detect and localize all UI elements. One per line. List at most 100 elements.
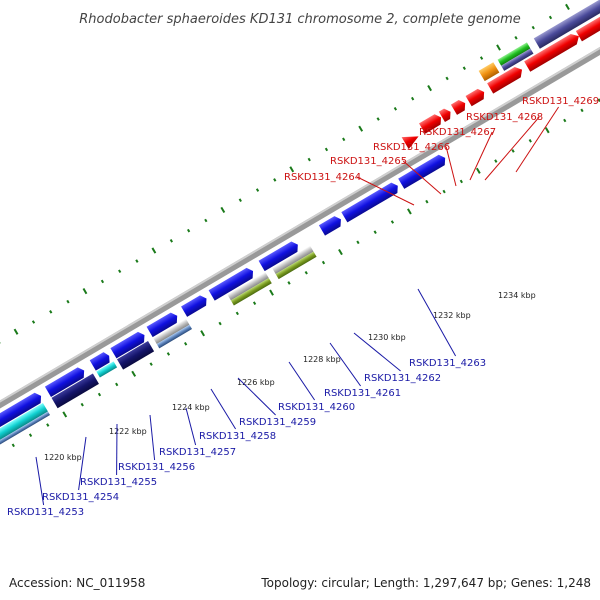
tick-mark <box>597 98 600 102</box>
tick-mark <box>494 159 498 163</box>
tick-mark <box>28 433 33 437</box>
gene-label: RSKD131_4265 <box>330 156 407 167</box>
outer-tick-row <box>0 3 570 345</box>
leader-line <box>417 288 457 357</box>
tick-mark <box>376 117 380 121</box>
leader-line <box>185 407 197 446</box>
tick-mark <box>66 299 70 304</box>
tick-mark <box>304 270 308 275</box>
leader-line <box>329 342 362 387</box>
tick-mark <box>13 328 19 335</box>
tick-mark <box>511 149 515 153</box>
gene-feature <box>438 108 451 123</box>
tick-mark <box>235 311 239 316</box>
gene-label: RSKD131_4258 <box>199 431 276 442</box>
inner-tick-row <box>11 98 600 448</box>
tick-mark <box>338 248 343 256</box>
tick-mark <box>544 127 550 134</box>
tick-mark <box>166 352 171 356</box>
gene-label: RSKD131_4257 <box>159 447 236 458</box>
gene-feature <box>96 361 118 378</box>
scale-label: 1224 kbp <box>172 403 210 412</box>
tick-mark <box>442 189 446 194</box>
gene-feature <box>275 251 317 280</box>
gene-feature <box>208 267 254 301</box>
scale-label: 1226 kbp <box>237 378 275 387</box>
gene-label: RSKD131_4253 <box>7 507 84 518</box>
leader-line <box>402 160 442 195</box>
gene-feature <box>110 331 145 359</box>
gene-feature <box>450 100 466 115</box>
gene-feature <box>227 272 269 301</box>
gene-feature <box>419 114 442 134</box>
gene-label: RSKD131_4263 <box>409 358 486 369</box>
tick-mark <box>528 139 532 143</box>
gene-feature <box>318 216 341 236</box>
tick-mark <box>324 147 329 152</box>
tick-mark <box>151 247 157 254</box>
tick-mark <box>49 310 53 314</box>
tick-mark <box>563 118 567 123</box>
scale-label: 1230 kbp <box>368 333 406 342</box>
scale-label: 1220 kbp <box>44 453 82 462</box>
tick-mark <box>200 330 205 337</box>
gene-label: RSKD131_4261 <box>324 388 401 399</box>
gene-feature <box>478 62 500 82</box>
tick-mark <box>287 281 291 285</box>
tick-mark <box>425 199 429 204</box>
genome-summary-text: Topology: circular; Length: 1,297,647 bp… <box>260 576 591 590</box>
leader-line <box>484 116 540 181</box>
tick-mark <box>186 228 191 233</box>
tick-mark <box>496 44 501 51</box>
tick-mark <box>459 179 463 184</box>
genome-track <box>0 0 600 448</box>
tick-mark <box>31 320 36 324</box>
gene-feature <box>272 245 314 274</box>
leader-line <box>78 436 87 491</box>
tick-mark <box>580 108 584 113</box>
leader-line <box>288 361 316 401</box>
tick-mark <box>131 370 137 377</box>
scale-labels: 1220 kbp 1222 kbp 1224 kbp 1226 kbp 1228 kbp… <box>44 291 536 462</box>
gene-feature <box>230 278 272 306</box>
gene-label: RSKD131_4254 <box>42 492 119 503</box>
tick-mark <box>220 206 226 214</box>
tick-mark <box>289 166 295 173</box>
tick-mark <box>218 321 222 326</box>
leader-line <box>35 456 45 506</box>
tick-mark <box>115 382 119 387</box>
tick-mark <box>11 443 15 448</box>
tick-mark <box>46 423 50 427</box>
gene-label: RSKD131_4267 <box>419 127 496 138</box>
gene-feature <box>51 373 99 409</box>
tick-mark <box>149 362 153 366</box>
tick-mark <box>565 3 570 10</box>
bottom-gene-labels: RSKD131_4253 RSKD131_4254 RSKD131_4255 RSKD… <box>7 288 486 518</box>
tick-mark <box>358 125 364 132</box>
gene-feature <box>146 312 178 338</box>
tick-mark <box>393 107 398 111</box>
tick-mark <box>307 157 311 162</box>
gene-feature <box>0 392 42 432</box>
top-gene-labels: RSKD131_4264 RSKD131_4265 RSKD131_4266 RSKD… <box>284 96 599 206</box>
leader-line <box>210 388 237 430</box>
tick-mark <box>252 301 257 306</box>
gene-feature <box>401 136 419 150</box>
leader-line <box>237 377 276 416</box>
tick-mark <box>135 259 139 263</box>
leader-line <box>469 131 493 181</box>
tick-mark <box>445 76 449 81</box>
gene-feature <box>153 318 190 345</box>
gene-feature <box>575 0 600 42</box>
tick-mark <box>82 288 88 295</box>
gene-feature <box>398 154 446 189</box>
tick-mark <box>514 35 518 40</box>
tick-mark <box>62 411 68 418</box>
gene-feature <box>0 411 50 445</box>
gene-label: RSKD131_4260 <box>278 402 355 413</box>
scale-label: 1234 kbp <box>498 291 536 300</box>
leader-line <box>515 106 560 173</box>
leader-line <box>356 176 415 206</box>
tick-mark <box>462 66 466 71</box>
